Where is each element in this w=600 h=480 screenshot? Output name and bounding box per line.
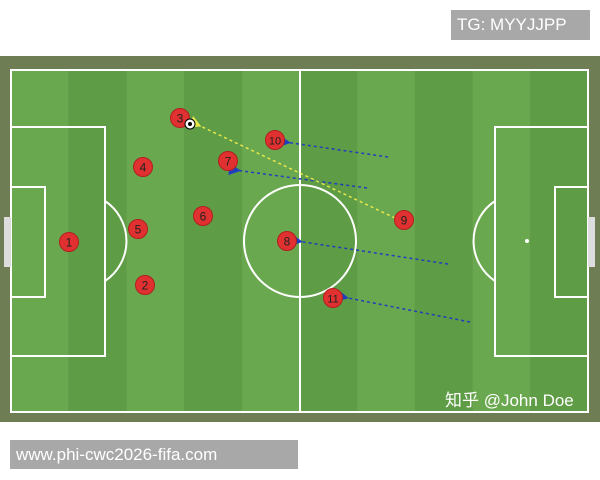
ball-pass-arrow xyxy=(188,116,396,219)
pitch-stripe xyxy=(126,70,185,412)
pitch-stripe xyxy=(530,70,588,412)
right-goal xyxy=(588,217,595,267)
site-label: www.phi-cwc2026-fifa.com xyxy=(10,440,298,469)
pitch-stripe xyxy=(299,70,358,412)
watermark: 知乎 @John Doe xyxy=(445,391,574,410)
run-arrows xyxy=(228,135,471,323)
player-2: 2 xyxy=(135,275,155,295)
player-number: 9 xyxy=(401,214,408,228)
player-number: 11 xyxy=(327,294,338,306)
left-goal xyxy=(4,217,11,267)
player-1: 1 xyxy=(59,232,79,252)
player-number: 2 xyxy=(142,279,149,293)
player-number: 1 xyxy=(66,236,73,250)
player-7: 7 xyxy=(218,151,238,171)
player-8: 8 xyxy=(277,231,297,251)
pitch-stripe xyxy=(472,70,531,412)
player-number: 8 xyxy=(284,235,291,249)
pitch-stripe xyxy=(357,70,415,412)
player-10: 10 xyxy=(265,130,285,150)
player-9: 9 xyxy=(394,210,414,230)
player-number: 5 xyxy=(135,223,142,237)
soccer-pitch: 1 2 3 4 5 6 7 8 9 10 11 xyxy=(0,56,600,422)
player-number: 3 xyxy=(177,112,184,126)
player-number: 4 xyxy=(140,161,147,175)
player-6: 6 xyxy=(193,206,213,226)
pitch-stripe xyxy=(414,70,473,412)
player-5: 5 xyxy=(128,219,148,239)
run-arrow-10 xyxy=(278,135,389,158)
run-arrow-8 xyxy=(290,234,449,265)
player-11: 11 xyxy=(323,288,343,308)
player-number: 7 xyxy=(225,155,232,169)
run-arrow-7 xyxy=(228,163,368,189)
player-number: 6 xyxy=(200,210,207,224)
player-number: 10 xyxy=(269,136,281,148)
tg-label: TG: MYYJJPP xyxy=(451,10,590,40)
player-4: 4 xyxy=(133,157,153,177)
ball-icon xyxy=(184,118,196,130)
